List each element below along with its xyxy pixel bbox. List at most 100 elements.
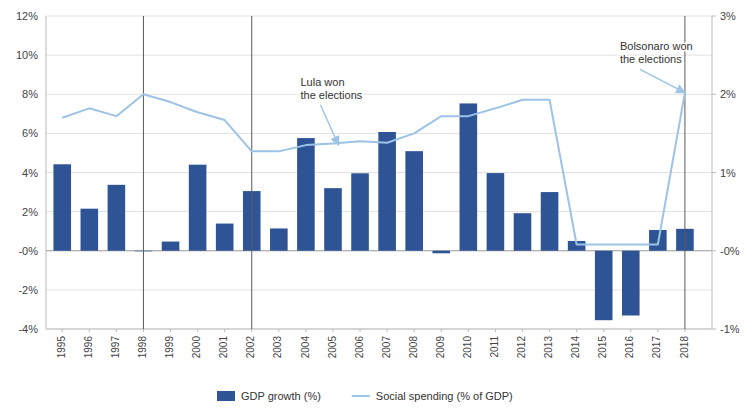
y-tick-label: -0%: [18, 245, 38, 257]
x-tick-label: 2004: [300, 336, 311, 359]
x-tick: [360, 329, 361, 332]
x-tick: [414, 329, 415, 332]
x-tick: [278, 329, 279, 332]
x-tick: [495, 329, 496, 332]
x-tick: [468, 329, 469, 332]
grid-line: [46, 329, 712, 330]
x-tick: [251, 329, 252, 332]
x-tick-label: 2016: [624, 336, 635, 359]
x-tick-label: 2009: [435, 336, 446, 359]
x-tick: [387, 329, 388, 332]
bar: [108, 185, 126, 251]
y2-tick: [712, 172, 716, 173]
y-tick-label: -2%: [18, 284, 38, 296]
y-axis: [46, 16, 47, 329]
x-tick: [305, 329, 306, 332]
x-tick-label: 2005: [327, 336, 338, 359]
bar: [189, 165, 207, 251]
y-tick-label: 4%: [22, 167, 38, 179]
x-tick-label: 2006: [354, 336, 365, 359]
event-line: [684, 16, 685, 329]
bar: [351, 173, 369, 250]
x-tick-label: 2017: [651, 336, 662, 359]
grid-line: [46, 55, 712, 56]
x-tick-label: 1995: [56, 336, 67, 359]
x-tick-label: 2015: [597, 336, 608, 359]
annotation-arrow: [640, 69, 685, 92]
y-tick-label: 6%: [22, 127, 38, 139]
x-tick: [441, 329, 442, 332]
x-tick: [630, 329, 631, 332]
y2-tick-label: 3%: [720, 10, 736, 22]
bar: [487, 173, 505, 251]
annotation-arrow: [320, 105, 338, 145]
x-tick-label: 2010: [462, 336, 473, 359]
y-tick-label: 10%: [16, 49, 38, 61]
x-tick-label: 1998: [137, 336, 148, 359]
x-tick: [332, 329, 333, 332]
bar: [297, 138, 315, 251]
x-tick: [549, 329, 550, 332]
bar: [405, 151, 423, 251]
x-tick-label: 2012: [516, 336, 527, 359]
x-tick-label: 1999: [164, 336, 175, 359]
bar: [216, 224, 234, 251]
x-tick-label: 2003: [272, 336, 283, 359]
annotation: Lula wonthe elections: [300, 76, 362, 101]
y2-tick-label: -1%: [720, 323, 740, 335]
bar: [541, 192, 559, 251]
x-tick-label: 1996: [83, 336, 94, 359]
x-tick: [522, 329, 523, 332]
grid-line: [46, 16, 712, 17]
bar: [595, 251, 613, 320]
bar: [81, 209, 99, 251]
x-tick: [170, 329, 171, 332]
y2-tick: [712, 250, 716, 251]
plot-area: [53, 16, 693, 329]
event-line: [143, 16, 144, 329]
bar: [460, 103, 478, 250]
legend-swatch: [217, 391, 235, 401]
x-tick-label: 2002: [245, 336, 256, 359]
bar: [324, 188, 342, 251]
x-tick-label: 2018: [679, 336, 690, 359]
x-tick: [143, 329, 144, 332]
x-tick: [576, 329, 577, 332]
line: [62, 93, 685, 245]
chart: -4%-2%-0%2%4%6%8%10%12%-1%-0%1%2%3%19951…: [0, 0, 754, 413]
x-tick-label: 2008: [408, 336, 419, 359]
grid: [46, 16, 712, 329]
y-tick-label: 12%: [16, 10, 38, 22]
y2-axis: [712, 16, 713, 329]
bar: [162, 242, 180, 251]
y2-tick: [712, 94, 716, 95]
bar: [622, 251, 640, 316]
legend: GDP growth (%)Social spending (% of GDP): [217, 390, 513, 402]
annotation: Bolsonaro wonthe elections: [620, 40, 693, 65]
bar: [53, 164, 71, 250]
x-tick-label: 2000: [191, 336, 202, 359]
bar: [378, 132, 396, 251]
event-line: [251, 16, 252, 329]
y2-tick-label: -0%: [720, 245, 740, 257]
x-tick: [197, 329, 198, 332]
legend-label: Social spending (% of GDP): [376, 390, 513, 402]
y-tick-label: 8%: [22, 88, 38, 100]
y2-tick-label: 1%: [720, 167, 736, 179]
x-tick: [89, 329, 90, 332]
x-tick: [684, 329, 685, 332]
bar: [514, 213, 532, 251]
x-tick-label: 2011: [489, 336, 500, 358]
y2-tick: [712, 329, 716, 330]
legend-swatch: [352, 395, 370, 397]
y2-tick-label: 2%: [720, 88, 736, 100]
x-tick-label: 2007: [381, 336, 392, 359]
x-axis: [46, 329, 712, 330]
x-tick-label: 1997: [110, 336, 121, 359]
y2-tick: [712, 16, 716, 17]
x-tick: [657, 329, 658, 332]
bar: [270, 228, 288, 250]
y-tick-label: -4%: [18, 323, 38, 335]
x-tick-label: 2014: [570, 336, 581, 359]
x-tick: [116, 329, 117, 332]
